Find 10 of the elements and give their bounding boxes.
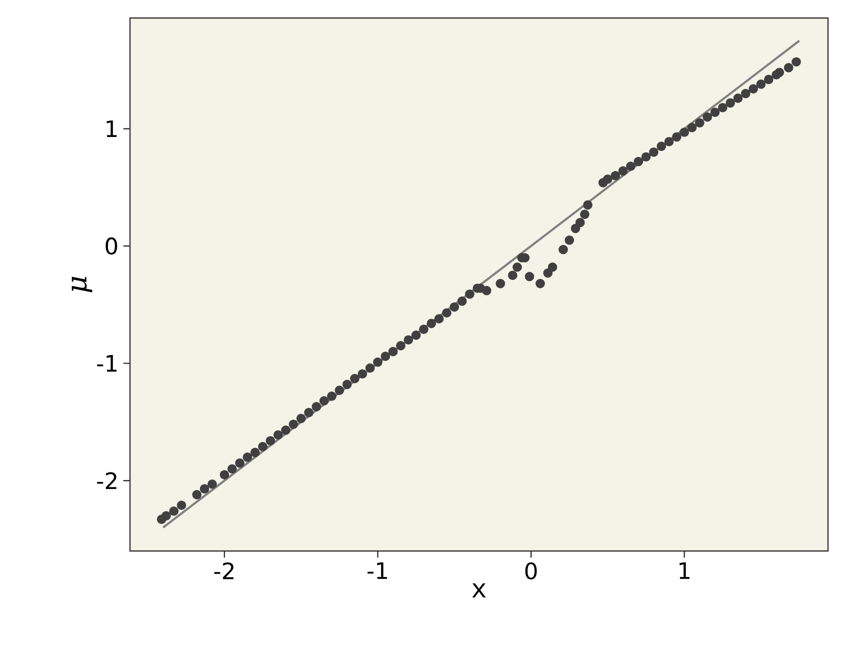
x-axis-title: x (472, 583, 486, 598)
y-axis-title: μ (72, 276, 92, 292)
y-tick-label: 0 (106, 237, 118, 255)
x-tick-label: 0 (525, 562, 537, 580)
x-tick-label: -1 (368, 562, 387, 579)
x-tick-label: 1 (680, 562, 690, 579)
x-tick-label: -2 (214, 562, 234, 580)
y-tick-label: 1 (106, 120, 117, 137)
y-tick-label: -2 (97, 472, 116, 490)
y-tick-label: -1 (97, 355, 117, 372)
